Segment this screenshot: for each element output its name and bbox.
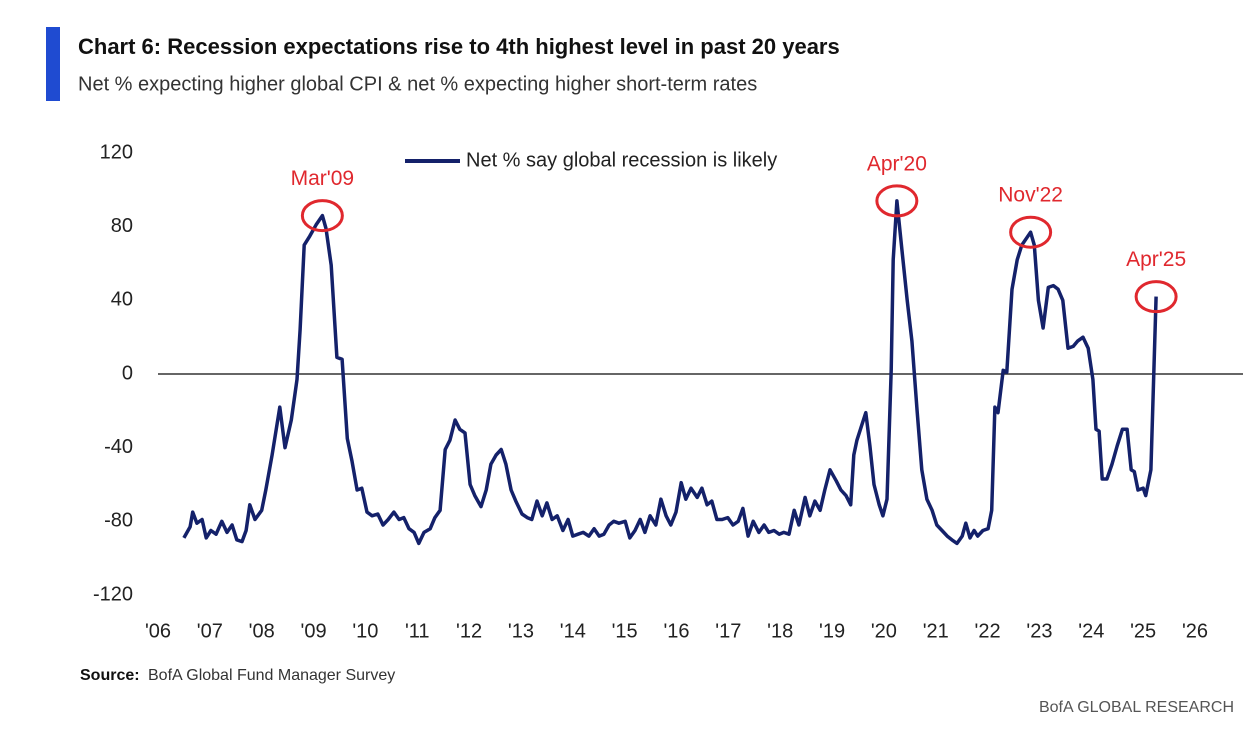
y-tick-label: 120 (100, 141, 133, 163)
annotation-label: Mar'09 (291, 167, 355, 190)
x-tick-label: '07 (197, 620, 223, 642)
x-tick-label: '24 (1078, 620, 1104, 642)
y-tick-label: -80 (104, 510, 133, 532)
title-accent (46, 27, 60, 101)
annotation-label: Apr'20 (867, 152, 927, 175)
x-tick-label: '08 (249, 620, 275, 642)
x-tick-label: '12 (456, 620, 482, 642)
annotation-circle (300, 199, 344, 233)
x-tick-label: '16 (663, 620, 689, 642)
source-label: Source: (80, 667, 140, 684)
y-tick-label: 0 (122, 362, 133, 384)
annotation-label: Nov'22 (998, 184, 1063, 207)
y-tick-label: 80 (111, 215, 133, 237)
chart-subtitle: Net % expecting higher global CPI & net … (78, 73, 757, 95)
legend-label: Net % say global recession is likely (466, 149, 777, 171)
annotation-circle (1134, 280, 1178, 314)
y-tick-label: -120 (93, 583, 133, 605)
annotation-circle (875, 184, 919, 218)
x-tick-label: '23 (1026, 620, 1052, 642)
footer: BofA GLOBAL RESEARCH (1039, 699, 1234, 716)
x-tick-label: '09 (301, 620, 327, 642)
source-text: BofA Global Fund Manager Survey (148, 667, 395, 684)
annotation-label: Apr'25 (1126, 248, 1186, 271)
y-tick-label: 40 (111, 289, 133, 311)
x-tick-label: '14 (560, 620, 586, 642)
x-tick-label: '18 (767, 620, 793, 642)
x-tick-label: '06 (145, 620, 171, 642)
x-tick-label: '19 (819, 620, 845, 642)
x-tick-label: '15 (612, 620, 638, 642)
x-tick-label: '11 (405, 620, 430, 642)
x-tick-label: '21 (923, 620, 949, 642)
x-tick-label: '17 (715, 620, 741, 642)
series-line (182, 199, 1158, 546)
x-tick-label: '26 (1182, 620, 1208, 642)
x-tick-label: '22 (975, 620, 1001, 642)
x-tick-label: '25 (1130, 620, 1156, 642)
x-tick-label: '20 (871, 620, 897, 642)
x-tick-label: '13 (508, 620, 534, 642)
annotation-circle (1009, 215, 1053, 249)
chart-title: Chart 6: Recession expectations rise to … (78, 34, 840, 59)
x-tick-label: '10 (352, 620, 378, 642)
y-tick-label: -40 (104, 436, 133, 458)
